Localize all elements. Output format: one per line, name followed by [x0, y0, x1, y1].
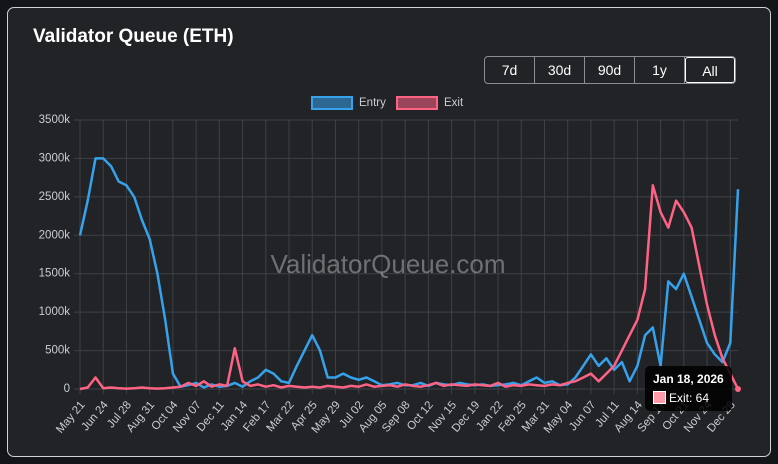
- range-button[interactable]: 90d: [585, 57, 635, 83]
- y-tick-label: 1000k: [39, 306, 71, 318]
- y-tick-label: 3500k: [39, 114, 71, 126]
- range-button[interactable]: 30d: [535, 57, 585, 83]
- y-tick-label: 500k: [45, 345, 70, 357]
- legend-label[interactable]: Entry: [359, 97, 386, 109]
- range-button[interactable]: 7d: [485, 57, 535, 83]
- tooltip-title: Jan 18, 2026: [653, 372, 724, 386]
- y-tick-label: 0: [64, 383, 70, 395]
- tooltip-point: [735, 385, 741, 392]
- y-tick-label: 2000k: [39, 229, 71, 241]
- title: Validator Queue (ETH): [33, 26, 234, 47]
- legend-swatch: [396, 96, 438, 110]
- series-line: [79, 184, 740, 391]
- legend-label[interactable]: Exit: [444, 97, 464, 109]
- y-tick-label: 1500k: [39, 268, 71, 280]
- legend-swatch: [311, 96, 353, 110]
- tooltip-swatch: [653, 391, 666, 404]
- tooltip: Jan 18, 2026 Exit: 64: [645, 366, 732, 411]
- card: Validator Queue (ETH) 7d 30d 90d 1y All: [7, 7, 771, 457]
- x-tick-label: May 21: [54, 399, 87, 436]
- y-tick-label: 3000k: [39, 152, 71, 164]
- y-tick-label: 2500k: [39, 191, 71, 203]
- watermark: ValidatorQueue.com: [270, 249, 505, 279]
- tooltip-label: Exit: 64: [669, 391, 710, 405]
- range-button[interactable]: 1y: [635, 57, 685, 83]
- range-buttons: 7d 30d 90d 1y All: [484, 56, 736, 84]
- range-button[interactable]: All: [685, 57, 735, 83]
- x-tick-label: Jun 24: [79, 399, 111, 434]
